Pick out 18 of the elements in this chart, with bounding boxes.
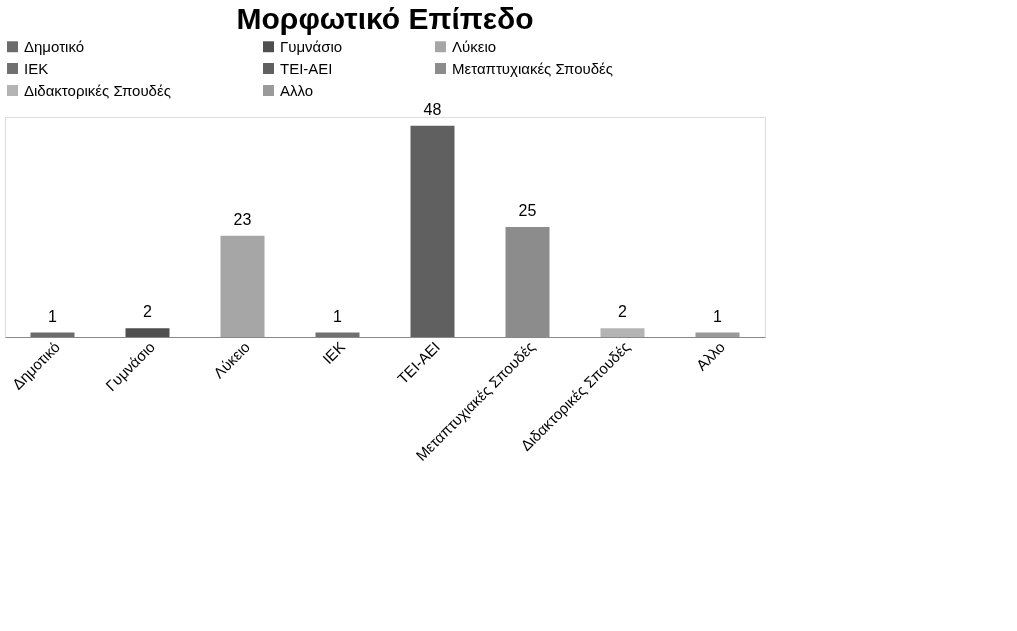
data-label: 1 <box>333 307 343 325</box>
legend-label: Αλλο <box>280 81 314 99</box>
legend-label: ΙΕΚ <box>24 59 49 77</box>
data-label: 25 <box>518 202 537 219</box>
legend-label: Δημοτικό <box>24 37 85 55</box>
data-label: 48 <box>423 100 442 118</box>
x-tick-label: ΙΕΚ <box>318 338 349 368</box>
data-label: 1 <box>48 307 58 325</box>
data-label: 1 <box>713 307 723 325</box>
chart-title: Μορφωτικό Επίπεδο <box>236 2 534 35</box>
legend-label: Γυμνάσιο <box>280 37 343 55</box>
legend-label: Μεταπτυχιακές Σπουδές <box>452 59 614 77</box>
legend-label: Διδακτορικές Σπουδές <box>24 81 171 99</box>
legend-label: ΤΕΙ-ΑΕΙ <box>280 59 333 77</box>
legend-label: Λύκειο <box>452 37 497 55</box>
data-label: 23 <box>233 210 252 228</box>
data-label: 2 <box>143 303 153 321</box>
data-label: 2 <box>618 303 628 321</box>
